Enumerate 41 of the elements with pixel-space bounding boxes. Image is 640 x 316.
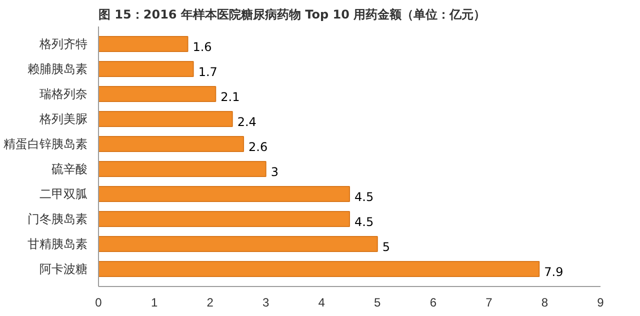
- x-tick-label: 2: [206, 296, 214, 310]
- bar: [98, 61, 194, 77]
- x-tick-label: 3: [262, 296, 270, 310]
- data-label: 4.5: [354, 190, 374, 204]
- y-tick-label: 硫辛酸: [52, 162, 88, 176]
- x-tick-label: 4: [318, 296, 326, 310]
- bar: [98, 161, 266, 177]
- data-label: 2.1: [220, 90, 240, 104]
- data-label: 5: [382, 240, 390, 254]
- x-tick-label: 8: [541, 296, 548, 310]
- y-tick-label: 赖脯胰岛素: [28, 62, 88, 76]
- data-label: 2.6: [248, 140, 268, 154]
- data-label: 3: [270, 165, 278, 179]
- y-tick-label: 精蛋白锌胰岛素: [4, 137, 88, 151]
- bar: [98, 36, 188, 52]
- bar: [98, 186, 350, 202]
- x-tick-label: 7: [486, 296, 493, 310]
- bar: [98, 111, 233, 127]
- x-tick-label: 0: [95, 296, 102, 310]
- data-label: 4.5: [354, 215, 374, 229]
- y-tick-label: 甘精胰岛素: [28, 237, 88, 251]
- x-tick-label: 9: [597, 296, 604, 310]
- y-tick-label: 格列美脲: [38, 112, 88, 126]
- data-label: 7.9: [544, 265, 564, 279]
- data-label: 1.6: [192, 40, 212, 54]
- bar: [98, 136, 244, 152]
- data-label: 1.7: [198, 65, 218, 79]
- data-label: 2.4: [237, 115, 256, 129]
- bar: [98, 86, 216, 102]
- bar: [98, 211, 350, 227]
- x-tick-label: 5: [374, 296, 382, 310]
- bar: [98, 261, 540, 277]
- y-tick-label: 门冬胰岛素: [28, 212, 88, 226]
- chart-title: 图 15：2016 年样本医院糖尿病药物 Top 10 用药金额（单位：亿元）: [98, 8, 486, 22]
- y-tick-label: 瑞格列奈: [40, 87, 88, 101]
- y-tick-label: 阿卡波糖: [40, 262, 88, 276]
- bar: [98, 236, 378, 252]
- y-tick-label: 格列齐特: [38, 37, 88, 51]
- x-tick-label: 6: [430, 296, 437, 310]
- x-tick-label: 1: [150, 296, 158, 310]
- y-tick-label: 二甲双胍: [40, 187, 88, 201]
